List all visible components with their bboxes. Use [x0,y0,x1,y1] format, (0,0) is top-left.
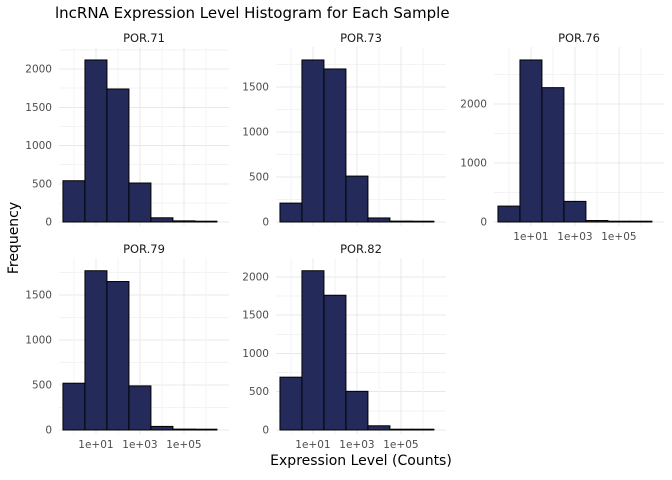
x-tick-label: 1e+01 [513,231,548,243]
x-tick-label: 1e+01 [78,439,113,451]
y-tick-label: 500 [32,380,52,392]
x-tick-label: 1e+05 [383,439,418,451]
histogram-bar [541,87,565,223]
y-tick-label: 500 [32,178,52,190]
histogram-bar [150,425,174,431]
facet-title: POR.76 [558,31,600,45]
facet-panel-POR.82: POR.82 0 500 1000 1500 2000 1e+01 1e+03 1e+05 [242,242,446,451]
facet-title: POR.71 [123,31,165,45]
histogram-bar [345,175,369,223]
histogram-bar [389,220,413,223]
y-tick-label: 1500 [242,310,269,322]
x-axis-title: Expression Level (Counts) [270,453,452,469]
y-tick-label: 1500 [242,81,269,93]
histogram-bar [106,88,130,223]
histogram-bar [585,220,609,223]
x-tick-label: 1e+05 [166,439,201,451]
histogram-bar [62,180,86,223]
histogram-bar [150,217,174,223]
facet-panel-POR.79: POR.79 0 500 1000 1500 1e+01 1e+03 1e+05 [25,242,229,451]
y-tick-label: 0 [45,217,52,229]
histogram-bar [301,270,325,431]
y-tick-label: 1500 [25,290,52,302]
facet-panel-POR.76: POR.76 0 1000 2000 1e+01 1e+03 1e+05 [460,31,664,243]
y-tick-label: 1000 [25,335,52,347]
y-tick-label: 0 [45,425,52,437]
histogram-bar [607,220,631,223]
histogram-bar [323,68,347,223]
facet-title: POR.82 [340,242,382,256]
histogram-bar [128,182,152,223]
histogram-bar [172,428,196,431]
histogram-bar [519,59,543,223]
histogram-bar [345,390,369,431]
histogram-bar [106,281,130,431]
histogram-bar [279,376,303,431]
y-tick-label: 2000 [460,99,487,111]
histogram-bar [563,200,587,223]
x-tick-label: 1e+03 [122,439,157,451]
histogram-bar [629,220,653,223]
y-tick-label: 1000 [242,348,269,360]
y-tick-label: 500 [249,386,269,398]
histogram-bar [389,428,413,431]
histogram-bar [194,428,218,431]
x-tick-label: 1e+03 [339,439,374,451]
facet-panel-POR.71: POR.71 0 500 1000 1500 2000 [25,31,229,229]
histogram-bar [172,220,196,223]
y-tick-label: 2000 [25,64,52,76]
y-tick-label: 500 [249,171,269,183]
histogram-bar [62,382,86,431]
x-tick-label: 1e+01 [295,439,330,451]
histogram-bar [411,428,435,431]
histogram-bar [84,59,108,223]
histogram-bar [84,270,108,431]
histogram-bar [279,202,303,223]
histogram-bar [367,425,391,431]
facet-title: POR.79 [123,242,165,256]
x-tick-label: 1e+03 [557,231,592,243]
y-tick-label: 1000 [25,140,52,152]
y-axis-title: Frequency [6,201,22,275]
x-tick-label: 1e+05 [601,231,636,243]
histogram-bar [323,294,347,431]
y-tick-label: 1000 [460,158,487,170]
y-tick-label: 1500 [25,102,52,114]
y-tick-label: 1000 [242,126,269,138]
histogram-bar [367,217,391,223]
histogram-bar [301,59,325,223]
y-tick-label: 0 [262,217,269,229]
chart-title: lncRNA Expression Level Histogram for Ea… [55,4,450,22]
histogram-bar [497,205,521,223]
facet-panel-POR.73: POR.73 0 500 1000 1500 [242,31,446,229]
facet-title: POR.73 [340,31,382,45]
y-tick-label: 2000 [242,271,269,283]
histogram-bar [411,220,435,223]
histogram-bar [128,385,152,431]
y-tick-label: 0 [262,425,269,437]
histogram-bar [194,220,218,223]
y-tick-label: 0 [480,217,487,229]
